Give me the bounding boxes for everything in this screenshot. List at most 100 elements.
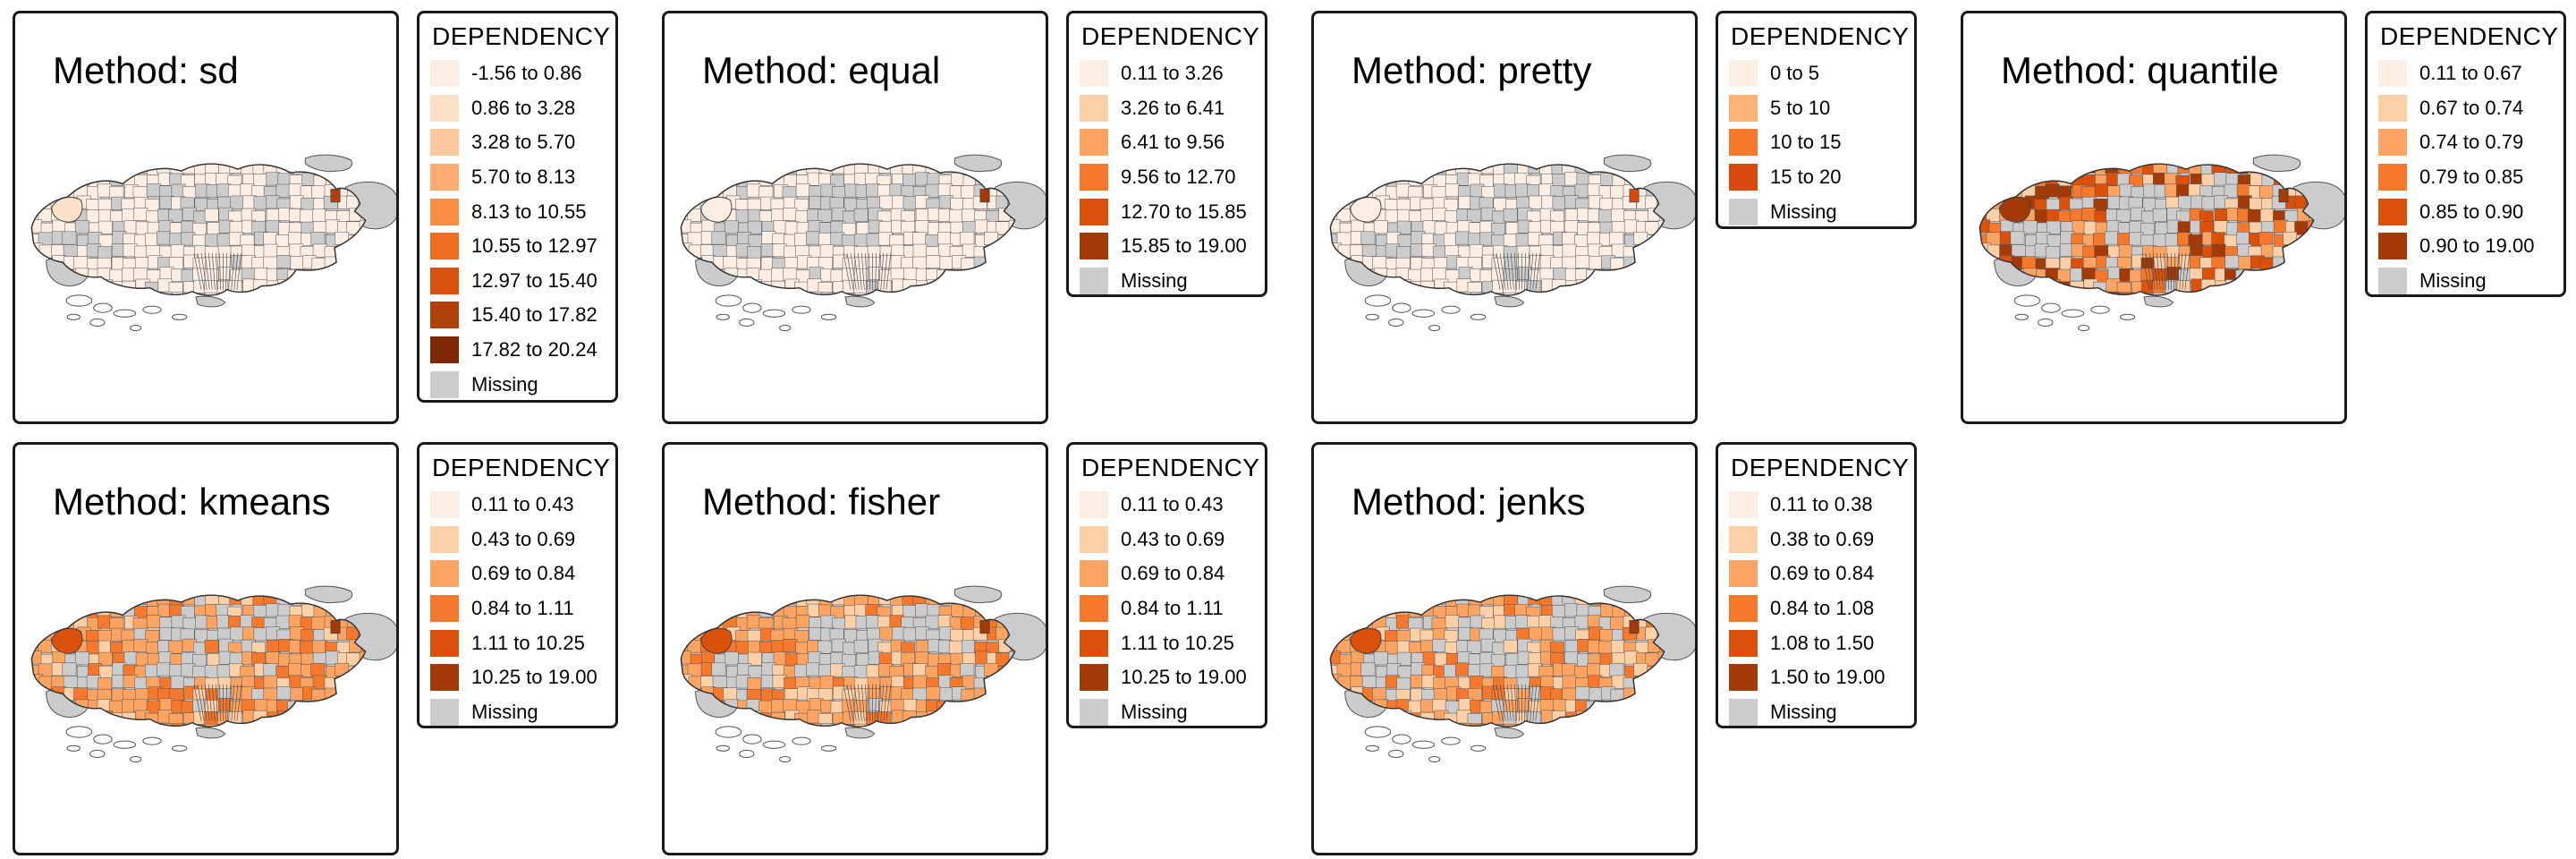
legend-label: 15.40 to 17.82 [471, 303, 597, 327]
subzone [361, 686, 366, 701]
subzone [1660, 676, 1665, 691]
subzone [361, 245, 366, 259]
subzone [951, 724, 966, 727]
subzone [52, 605, 66, 619]
downtown-boundary [2174, 252, 2175, 290]
subzone [1529, 626, 1544, 641]
subzone [723, 256, 738, 270]
subzone [39, 713, 55, 727]
subzone [31, 173, 41, 187]
subzone [925, 234, 940, 248]
downtown-boundary [231, 684, 235, 721]
islet-shape [65, 726, 93, 738]
subzone [681, 219, 691, 234]
subzone [688, 164, 702, 174]
subzone [1575, 686, 1590, 700]
downtown-boundary [2160, 252, 2164, 290]
subzone [64, 595, 80, 605]
subzone [737, 164, 752, 176]
subzone [349, 256, 363, 270]
subzone [31, 724, 44, 727]
subzone [748, 665, 763, 679]
downtown-boundary [2164, 252, 2166, 290]
subzone [819, 676, 835, 689]
subzone [157, 231, 171, 245]
subzone [311, 617, 326, 631]
subzone [681, 196, 693, 209]
subzone [1397, 665, 1412, 679]
islet-shape [1365, 313, 1379, 320]
subzone [230, 626, 245, 641]
subzone [1526, 723, 1541, 727]
subzone [1612, 268, 1626, 283]
downtown-boundary [225, 684, 227, 721]
subzone [1504, 257, 1519, 271]
subzone [313, 700, 327, 714]
subzone [973, 700, 988, 714]
subzone [1330, 255, 1342, 269]
subzone [1979, 293, 1992, 296]
subzone [700, 722, 716, 727]
subzone [1422, 595, 1437, 606]
subzone [1007, 710, 1015, 724]
subzone [2261, 268, 2275, 283]
legend-item: 15.40 to 17.82 [430, 298, 605, 333]
islet-shape [93, 302, 113, 313]
subzone [1011, 245, 1015, 259]
subzone [73, 687, 89, 702]
subzone [290, 256, 305, 270]
subzone [1330, 164, 1340, 175]
subzone [170, 676, 185, 689]
subzone [723, 603, 738, 617]
subzone [275, 723, 291, 727]
subzone [31, 282, 41, 296]
subzone [926, 686, 941, 700]
subzone [2072, 164, 2087, 174]
subzone [1659, 233, 1665, 247]
subzone [724, 595, 740, 606]
legend-swatch [430, 94, 459, 122]
subzone [1645, 279, 1660, 293]
map-layer [680, 154, 1046, 332]
subzone [2295, 293, 2310, 296]
downtown-boundary [850, 252, 857, 290]
islet-shape [1392, 734, 1411, 744]
legend-item: 0.86 to 3.28 [430, 91, 605, 126]
downtown-boundary [1514, 684, 1517, 721]
subzone [39, 282, 55, 296]
subzone [1432, 699, 1447, 712]
subzone [276, 686, 292, 700]
subzone [227, 292, 242, 296]
subzone [854, 257, 869, 271]
subzone [74, 220, 89, 234]
subzone [1527, 616, 1541, 629]
legend-swatch [1080, 198, 1108, 225]
subzone [903, 268, 918, 281]
subzone [324, 723, 339, 727]
subzone [961, 185, 975, 200]
subzone [1330, 293, 1343, 296]
islet-shape [113, 740, 137, 749]
legend-box: DEPENDENCY 0.11 to 0.38 0.38 to 0.69 0.69 … [1716, 442, 1917, 728]
legend-label: 15 to 20 [1770, 166, 1842, 189]
subzone [2201, 196, 2216, 210]
subzone [961, 208, 976, 223]
subzone [1598, 282, 1613, 295]
legend-item: 0.79 to 0.85 [2378, 160, 2553, 195]
islet-shape [742, 734, 762, 744]
subzone [818, 640, 833, 654]
subzone [51, 722, 66, 727]
subzone [688, 172, 703, 186]
downtown-boundary [219, 252, 221, 290]
subzone [1657, 722, 1665, 727]
legend-label: 0.84 to 1.11 [1121, 597, 1224, 620]
subzone [98, 164, 114, 176]
subzone [265, 651, 280, 666]
subzone [112, 723, 127, 727]
map-layer [30, 154, 396, 332]
downtown-boundary [1535, 684, 1541, 721]
subzone [2213, 220, 2228, 234]
subzone [889, 723, 904, 727]
legend-label: 12.70 to 15.85 [1121, 200, 1247, 223]
subzone [347, 724, 362, 727]
